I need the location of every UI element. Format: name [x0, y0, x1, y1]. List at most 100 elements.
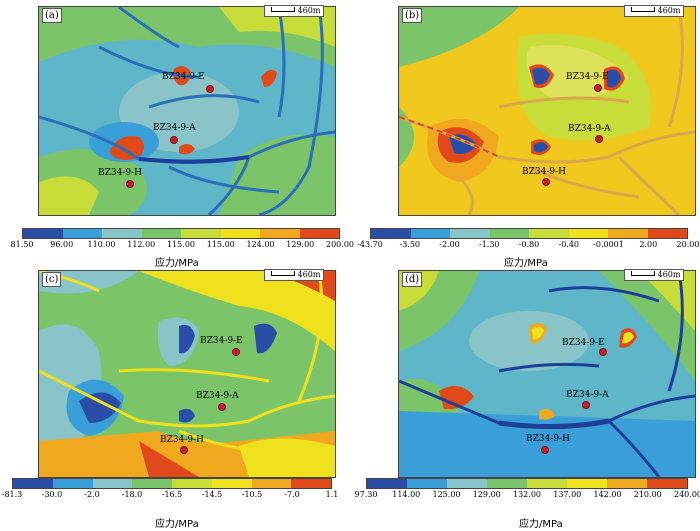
well-marker [542, 178, 550, 186]
well-label: BZ34-9-H [526, 434, 570, 444]
colorbar-tick-label: -18.0 [121, 490, 143, 499]
scale-bar-graphic [271, 270, 295, 276]
colorbar-tick-label: 2.00 [639, 240, 658, 249]
scale-bar: 460m [264, 5, 325, 17]
colorbar-segment [220, 229, 260, 238]
panel-label: (a) [42, 8, 62, 23]
colorbar-tick-label: -43.70 [357, 240, 383, 249]
colorbar-tick-label: 129.00 [286, 240, 315, 249]
colorbar-tick-label: 200.00 [326, 240, 354, 249]
colorbar-segment [607, 479, 647, 488]
colorbar-tick-label: 81.50 [10, 240, 34, 249]
colorbar-segment [450, 229, 490, 238]
stress-map-a [38, 6, 336, 216]
colorbar-tick-label: 210.00 [633, 490, 662, 499]
scale-bar: 460m [624, 269, 685, 281]
colorbar-tick-label: 114.00 [392, 490, 421, 499]
colorbar-segment [647, 229, 687, 238]
well-marker [232, 348, 240, 356]
colorbar-tick-label: -14.5 [201, 490, 223, 499]
well-marker [541, 446, 549, 454]
well-marker [599, 348, 607, 356]
colorbar-segment [52, 479, 93, 488]
colorbar-tick-label: 137.00 [553, 490, 582, 499]
well-marker [126, 180, 134, 188]
colorbar-segment [23, 229, 63, 238]
panel-label: (b) [402, 8, 423, 23]
colorbar-tick-label: -81.3 [1, 490, 23, 499]
panel-label: (d) [402, 272, 423, 287]
colorbar-tick-label: -2.0 [84, 490, 100, 499]
colorbar-tick-label: 96.00 [50, 240, 74, 249]
colorbar-tick-label: 20.00 [676, 240, 700, 249]
scale-label: 460m [297, 6, 321, 15]
well-label: BZ34-9-H [160, 435, 204, 445]
colorbar-tick-label: 112.00 [127, 240, 156, 249]
colorbar-tick-label: 125.00 [432, 490, 461, 499]
colorbar-tick-label: 1.1 [325, 490, 339, 499]
well-label: BZ34-9-A [153, 123, 196, 133]
colorbar-tick-label: 115.00 [167, 240, 195, 249]
panel-d: (d) 460m BZ34-9-E BZ34-9-A BZ34-9-H 97.3… [355, 266, 700, 531]
colorbar-segment [62, 229, 102, 238]
well-marker [595, 135, 603, 143]
scale-label: 460m [657, 6, 681, 15]
colorbar-tick-label: -7.0 [284, 490, 300, 499]
colorbar [366, 478, 688, 489]
well-label: BZ34-9-E [162, 72, 205, 82]
stress-map-d [398, 270, 696, 478]
colorbar-segment [291, 479, 331, 488]
colorbar-tick-label: -1.30 [478, 240, 500, 249]
unit-label: 应力/MPa [155, 258, 199, 269]
colorbar-segment [647, 479, 687, 488]
panel-b: (b) 460m BZ34-9-E BZ34-9-A BZ34-9-H -43.… [357, 2, 700, 269]
well-label: BZ34-9-E [566, 72, 609, 82]
well-marker [180, 446, 188, 454]
colorbar-tick-label: 240.00 [674, 490, 700, 499]
unit-label: 应力/MPa [155, 519, 199, 530]
colorbar-segment [407, 479, 447, 488]
colorbar-tick-label: 110.00 [87, 240, 116, 249]
stress-map-c [38, 270, 336, 478]
scale-bar: 460m [624, 5, 685, 17]
colorbar [22, 228, 340, 239]
colorbar-segment [489, 229, 529, 238]
colorbar-segment [367, 479, 407, 488]
well-marker [594, 84, 602, 92]
colorbar-tick-label: -10.5 [241, 490, 263, 499]
colorbar-tick-label: -2.00 [439, 240, 460, 249]
colorbar [370, 228, 688, 239]
scale-bar-graphic [631, 270, 655, 276]
colorbar-segment [181, 229, 221, 238]
colorbar-segment [447, 479, 487, 488]
well-marker [206, 85, 214, 93]
colorbar-segment [92, 479, 133, 488]
colorbar-segment [371, 229, 411, 238]
colorbar-tick-label: 132.00 [513, 490, 541, 499]
colorbar-segment [102, 229, 142, 238]
colorbar-segment [251, 479, 292, 488]
panel-label: (c) [42, 272, 62, 287]
well-label: BZ34-9-E [200, 336, 243, 346]
scale-bar-graphic [271, 6, 295, 12]
unit-label: 应力/MPa [519, 519, 563, 530]
colorbar-tick-label: -0.0001 [593, 240, 624, 249]
well-marker [170, 136, 178, 144]
colorbar-segment [141, 229, 181, 238]
colorbar-segment [132, 479, 172, 488]
colorbar-segment [260, 229, 300, 238]
unit-label: 应力/MPa [504, 258, 548, 269]
colorbar-tick-label: 115.00 [206, 240, 235, 249]
colorbar-tick-label: -30.0 [41, 490, 63, 499]
colorbar-segment [608, 229, 648, 238]
panel-a: (a) 460m BZ34-9-E BZ34-9-A BZ34-9-H 81.5… [10, 2, 354, 269]
scale-bar: 460m [264, 269, 325, 281]
scale-label: 460m [657, 270, 681, 279]
scale-bar-graphic [631, 6, 655, 12]
colorbar-segment [211, 479, 252, 488]
colorbar-tick-label: 124.00 [246, 240, 275, 249]
well-label: BZ34-9-A [568, 124, 611, 134]
well-label: BZ34-9-H [98, 168, 142, 178]
colorbar-tick-label: -0.80 [518, 240, 540, 249]
colorbar-tick-label: -0.40 [558, 240, 580, 249]
